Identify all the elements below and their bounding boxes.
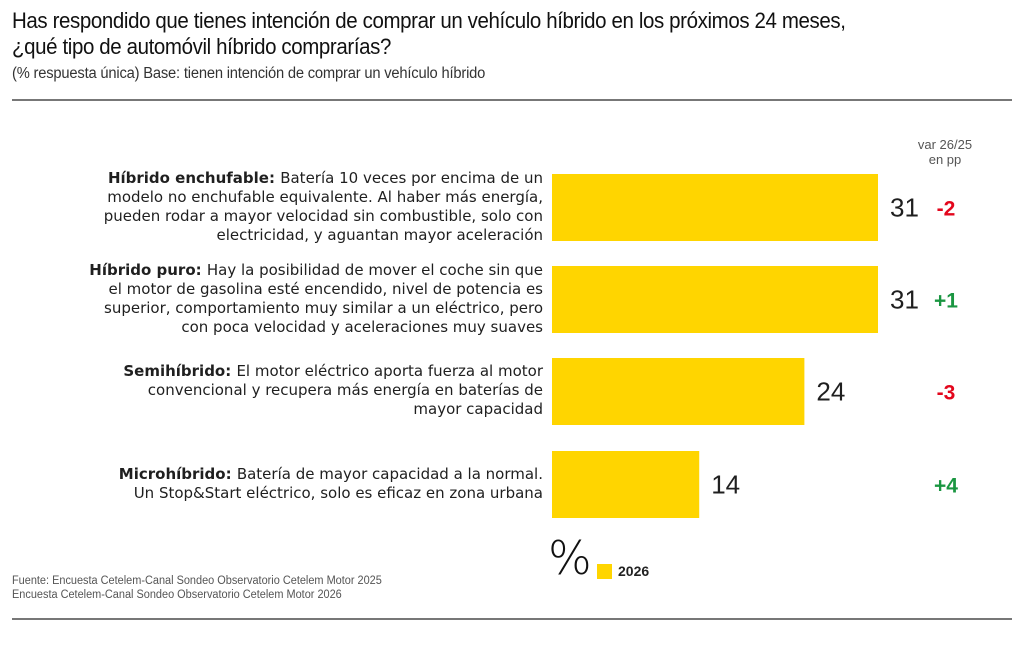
variation-value: -3 xyxy=(937,382,956,405)
source-note: Fuente: Encuesta Cetelem-Canal Sondeo Ob… xyxy=(12,574,382,602)
category-label: Híbrido puro: Hay la posibilidad de move… xyxy=(43,261,543,337)
category-name: Híbrido puro: xyxy=(89,260,207,279)
category-label-line: el motor de gasolina esté encendido, niv… xyxy=(108,279,543,298)
variation-value: -2 xyxy=(937,198,956,221)
variation-value: +1 xyxy=(934,290,958,313)
category-description: Batería 10 veces por encima de un xyxy=(280,168,543,187)
category-label-line: pueden rodar a mayor velocidad sin combu… xyxy=(103,206,543,225)
bar-value-label: 24 xyxy=(816,377,845,407)
variation-column-header: var 26/25 en pp xyxy=(895,137,995,167)
category-label: Semihíbrido: El motor eléctrico aporta f… xyxy=(43,362,543,419)
top-divider xyxy=(12,99,1012,101)
category-label-line: Híbrido puro: Hay la posibilidad de move… xyxy=(43,261,543,280)
title-line-1: Has respondido que tienes intención de c… xyxy=(12,8,846,33)
bar-microhíbrido xyxy=(552,451,700,518)
percent-unit-symbol: % xyxy=(548,531,592,585)
category-description: Hay la posibilidad de mover el coche sin… xyxy=(206,260,543,279)
chart-title: Has respondido que tienes intención de c… xyxy=(12,8,942,60)
category-description: Batería de mayor capacidad a la normal. xyxy=(236,464,543,483)
variation-header-line-1: var 26/25 xyxy=(917,137,973,152)
category-label-line: Híbrido enchufable: Batería 10 veces por… xyxy=(43,169,543,188)
bar-value-label: 31 xyxy=(890,285,919,315)
variation-value: +4 xyxy=(934,475,958,498)
bar-semihíbrido xyxy=(552,358,805,425)
category-label-line: superior, comportamiento muy similar a u… xyxy=(104,298,543,317)
category-name: Híbrido enchufable: xyxy=(107,168,281,187)
category-label: Híbrido enchufable: Batería 10 veces por… xyxy=(43,169,543,245)
bar-híbrido-enchufable xyxy=(552,174,878,241)
variation-header-line-2: en pp xyxy=(928,152,962,167)
chart-subtitle: (% respuesta única) Base: tienen intenci… xyxy=(12,65,486,82)
category-name: Semihíbrido: xyxy=(123,362,237,380)
category-label-line: mayor capacidad xyxy=(413,400,543,418)
bar-value-label: 14 xyxy=(711,470,740,500)
legend-label-2026: 2026 xyxy=(618,563,650,579)
category-label-line: modelo no enchufable equivalente. Al hab… xyxy=(107,187,543,206)
category-label: Microhíbrido: Batería de mayor capacidad… xyxy=(43,465,543,503)
category-label-line: Un Stop&Start eléctrico, solo es eficaz … xyxy=(133,483,543,502)
title-line-2: ¿qué tipo de automóvil híbrido compraría… xyxy=(12,34,392,59)
category-label-line: electricidad, y aguantan mayor aceleraci… xyxy=(216,225,544,244)
category-label-line: Semihíbrido: El motor eléctrico aporta f… xyxy=(43,362,543,381)
source-line-1: Fuente: Encuesta Cetelem-Canal Sondeo Ob… xyxy=(12,575,382,587)
category-label-line: convencional y recupera más energía en b… xyxy=(147,381,543,399)
category-label-line: con poca velocidad y aceleraciones muy s… xyxy=(181,317,543,336)
legend-swatch-2026 xyxy=(597,564,612,579)
bar-híbrido-puro xyxy=(552,266,878,333)
bar-value-label: 31 xyxy=(890,193,919,223)
category-name: Microhíbrido: xyxy=(118,464,237,483)
category-description: El motor eléctrico aporta fuerza al moto… xyxy=(236,362,543,380)
bottom-divider xyxy=(12,618,1012,620)
source-line-2: Encuesta Cetelem-Canal Sondeo Observator… xyxy=(12,589,342,601)
category-label-line: Microhíbrido: Batería de mayor capacidad… xyxy=(43,465,543,484)
